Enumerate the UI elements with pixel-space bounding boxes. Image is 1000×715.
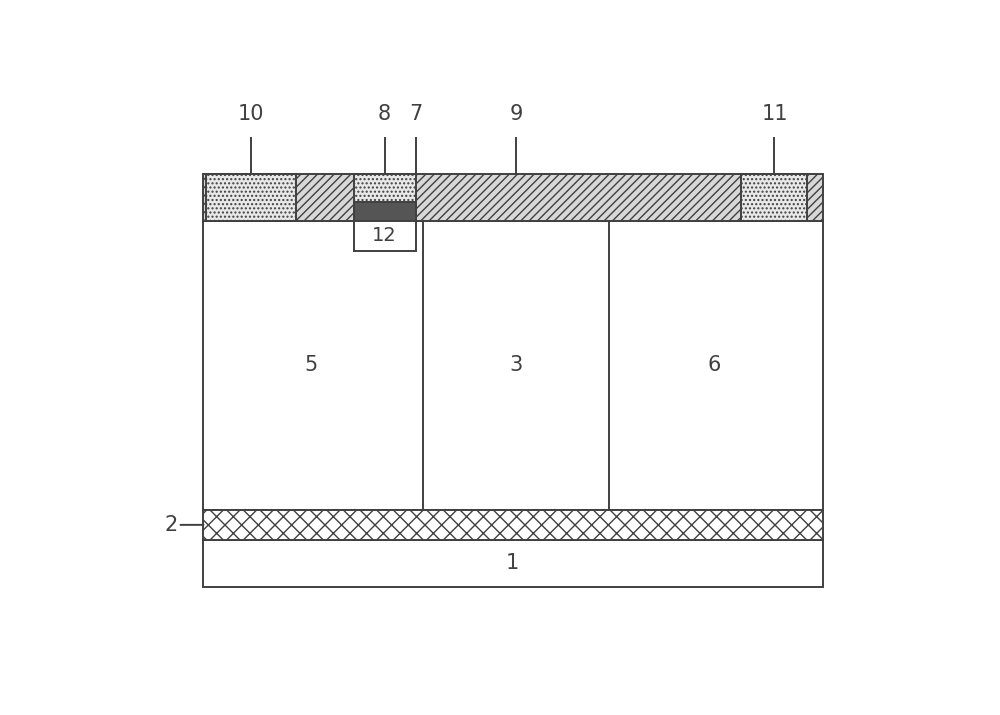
Bar [354, 221, 416, 251]
Text: 10: 10 [238, 104, 265, 124]
Text: 6: 6 [707, 355, 721, 375]
Text: 1: 1 [506, 553, 519, 573]
Text: 5: 5 [304, 355, 318, 375]
Text: 11: 11 [761, 104, 788, 124]
Bar [202, 221, 822, 510]
Bar [206, 174, 296, 221]
Text: 2: 2 [165, 515, 178, 535]
Text: 3: 3 [510, 355, 523, 375]
Text: 8: 8 [378, 104, 391, 124]
Bar [354, 202, 416, 221]
Bar [741, 174, 807, 221]
Text: 9: 9 [510, 104, 523, 124]
Text: 7: 7 [409, 104, 422, 124]
Bar [202, 540, 822, 587]
Bar [202, 510, 822, 540]
Bar [354, 174, 416, 221]
Text: 12: 12 [372, 227, 397, 245]
Bar [202, 174, 822, 221]
